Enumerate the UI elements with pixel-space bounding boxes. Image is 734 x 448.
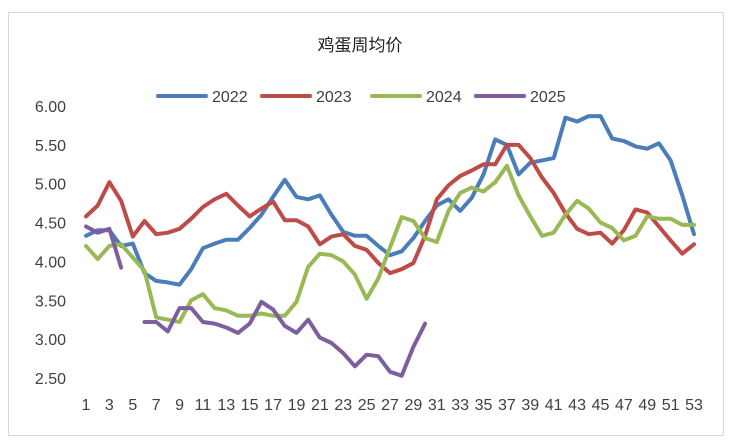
- x-tick-label: 17: [264, 397, 282, 414]
- x-tick-label: 9: [175, 397, 184, 414]
- y-tick-label: 4.50: [35, 216, 66, 233]
- series-line-2024: [84, 163, 696, 324]
- x-tick-label: 35: [475, 397, 493, 414]
- x-tick-label: 5: [128, 397, 137, 414]
- x-tick-label: 45: [592, 397, 610, 414]
- series-line-2023: [84, 142, 696, 276]
- x-tick-label: 7: [152, 397, 161, 414]
- chart-title: 鸡蛋周均价: [318, 36, 403, 56]
- y-tick-label: 3.50: [35, 293, 66, 310]
- x-tick-label: 31: [428, 397, 446, 414]
- x-tick-label: 39: [521, 397, 539, 414]
- legend: 2022 2023 2024 2025: [156, 89, 566, 106]
- legend-label: 2024: [426, 89, 462, 106]
- series-line-2022: [84, 114, 696, 287]
- x-tick-label: 19: [288, 397, 306, 414]
- y-tick-label: 5.00: [35, 177, 66, 194]
- y-tick-label: 2.50: [35, 371, 66, 388]
- y-axis: 2.50 3.00 3.50 4.00 4.50 5.00 5.50 6.00: [35, 99, 66, 388]
- x-tick-label: 21: [311, 397, 329, 414]
- x-tick-label: 33: [451, 397, 469, 414]
- y-tick-label: 3.00: [35, 332, 66, 349]
- x-tick-label: 53: [685, 397, 703, 414]
- x-tick-label: 27: [381, 397, 399, 414]
- x-tick-label: 11: [195, 397, 212, 414]
- y-tick-label: 5.50: [35, 138, 66, 155]
- x-tick-label: 15: [241, 397, 259, 414]
- x-tick-label: 23: [334, 397, 352, 414]
- x-tick-label: 47: [615, 397, 633, 414]
- series-line-2025: [142, 299, 428, 378]
- x-tick-label: 37: [498, 397, 516, 414]
- x-tick-label: 49: [638, 397, 656, 414]
- x-tick-label: 51: [662, 397, 680, 414]
- series-line-2025: [84, 224, 124, 270]
- x-axis: 1 3 5 7 9 11 13 15 17 19 21 23 25 27 29 31 33 35 37 39 41 43 4…: [82, 397, 703, 414]
- legend-label: 2025: [530, 89, 566, 106]
- x-tick-label: 41: [545, 397, 563, 414]
- x-tick-label: 43: [568, 397, 586, 414]
- y-tick-label: 4.00: [35, 254, 66, 271]
- x-tick-label: 13: [217, 397, 235, 414]
- x-tick-label: 1: [82, 397, 91, 414]
- y-tick-label: 6.00: [35, 99, 66, 116]
- x-tick-label: 29: [404, 397, 422, 414]
- plot-area: [84, 114, 696, 378]
- x-tick-label: 25: [358, 397, 376, 414]
- legend-label: 2022: [212, 89, 248, 106]
- legend-label: 2023: [316, 89, 352, 106]
- x-tick-label: 3: [105, 397, 114, 414]
